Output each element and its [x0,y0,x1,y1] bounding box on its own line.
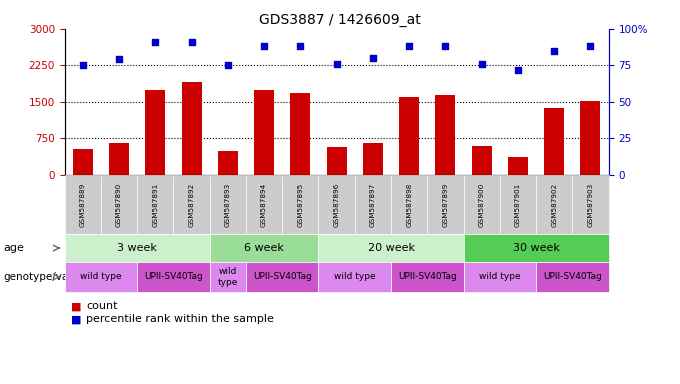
Text: GDS3887 / 1426609_at: GDS3887 / 1426609_at [259,13,421,27]
Text: 6 week: 6 week [244,243,284,253]
Text: GSM587903: GSM587903 [588,182,594,227]
Point [186,39,197,45]
Bar [544,108,564,175]
Text: wild
type: wild type [218,267,238,286]
Point [331,61,342,67]
Bar [73,149,92,175]
Bar [581,101,600,175]
Point [585,43,596,50]
Text: GSM587890: GSM587890 [116,182,122,227]
Text: GSM587892: GSM587892 [188,182,194,227]
Point [114,56,124,63]
Text: GSM587893: GSM587893 [225,182,231,227]
Bar [218,151,238,175]
Text: UPII-SV40Tag: UPII-SV40Tag [398,272,457,281]
Text: wild type: wild type [334,272,375,281]
Text: wild type: wild type [479,272,521,281]
Text: 20 week: 20 week [367,243,415,253]
Text: wild type: wild type [80,272,122,281]
Text: GSM587899: GSM587899 [443,182,448,227]
Point [295,43,306,50]
Text: UPII-SV40Tag: UPII-SV40Tag [543,272,602,281]
Point [549,48,560,54]
Bar [508,157,528,175]
Text: GSM587897: GSM587897 [370,182,376,227]
Bar [146,89,165,175]
Text: age: age [3,243,24,253]
Text: GSM587900: GSM587900 [479,182,485,227]
Bar [399,97,419,175]
Text: count: count [86,301,118,311]
Point [222,62,233,68]
Point [476,61,487,67]
Point [367,55,378,61]
Point [440,43,451,50]
Bar [182,82,201,175]
Bar [290,93,310,175]
Point [513,66,524,73]
Text: GSM587902: GSM587902 [551,182,557,227]
Text: GSM587896: GSM587896 [334,182,339,227]
Text: GSM587891: GSM587891 [152,182,158,227]
Bar [435,95,456,175]
Text: ■: ■ [71,301,82,311]
Text: 30 week: 30 week [513,243,560,253]
Text: genotype/variation: genotype/variation [3,272,103,282]
Bar [363,142,383,175]
Bar [472,146,492,175]
Text: percentile rank within the sample: percentile rank within the sample [86,314,274,324]
Text: GSM587898: GSM587898 [406,182,412,227]
Text: UPII-SV40Tag: UPII-SV40Tag [144,272,203,281]
Text: UPII-SV40Tag: UPII-SV40Tag [253,272,311,281]
Text: GSM587895: GSM587895 [297,182,303,227]
Text: 3 week: 3 week [117,243,157,253]
Point [150,39,160,45]
Bar [254,89,274,175]
Text: GSM587889: GSM587889 [80,182,86,227]
Text: GSM587894: GSM587894 [261,182,267,227]
Text: ■: ■ [71,314,82,324]
Bar [109,143,129,175]
Text: GSM587901: GSM587901 [515,182,521,227]
Point [404,43,415,50]
Point [78,62,88,68]
Bar [326,147,347,175]
Point [258,43,269,50]
